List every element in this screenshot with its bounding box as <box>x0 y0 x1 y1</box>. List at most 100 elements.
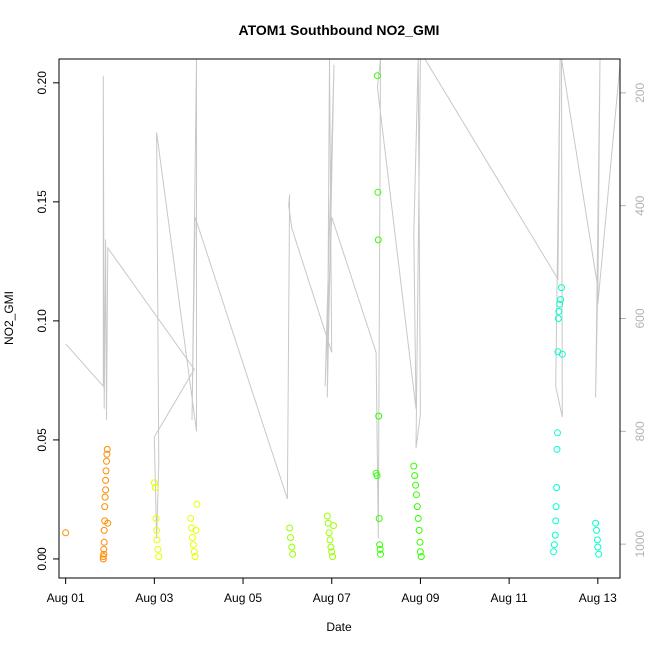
data-point <box>376 545 384 553</box>
data-point <box>187 515 195 522</box>
data-points-layer <box>62 72 603 563</box>
data-point <box>189 541 197 549</box>
data-point <box>554 429 561 437</box>
data-point <box>153 536 161 544</box>
data-point <box>375 412 383 420</box>
data-point <box>552 503 560 511</box>
data-point <box>155 553 163 561</box>
data-point <box>151 484 159 491</box>
x-tick-label: Aug 11 <box>491 591 528 605</box>
data-point <box>416 548 424 556</box>
data-point <box>100 538 108 546</box>
data-point <box>289 550 297 558</box>
data-point <box>103 445 111 453</box>
y-tick-label: 0.15 <box>35 190 49 214</box>
track-line <box>65 58 621 539</box>
data-point <box>552 517 560 525</box>
data-point <box>330 522 337 530</box>
y-tick-label: 0.00 <box>35 547 49 571</box>
data-point <box>556 300 564 308</box>
x-tick-label: Aug 01 <box>47 591 85 605</box>
data-point <box>592 519 600 527</box>
data-point <box>595 550 603 558</box>
data-point <box>329 553 337 561</box>
x-tick-label: Aug 07 <box>313 591 351 605</box>
data-point <box>551 531 559 539</box>
data-point <box>103 457 110 465</box>
x-axis-label: Date <box>326 620 352 634</box>
y2-tick-label: 400 <box>633 195 647 215</box>
data-point <box>100 526 108 534</box>
data-point <box>288 543 296 551</box>
y-tick-label: 0.10 <box>35 309 49 333</box>
data-point <box>550 541 558 549</box>
data-point <box>412 481 420 489</box>
data-point <box>410 462 418 470</box>
data-point <box>374 188 382 196</box>
data-point <box>150 479 158 487</box>
x-tick-label: Aug 05 <box>224 591 262 605</box>
plot-frame <box>58 58 621 579</box>
data-point <box>375 515 383 522</box>
data-point <box>193 500 201 508</box>
data-point <box>328 548 336 556</box>
data-point <box>593 536 601 544</box>
data-point <box>416 538 424 546</box>
x-tick-label: Aug 13 <box>579 591 617 605</box>
data-point <box>414 515 422 522</box>
y-axis-label: NO2_GMI <box>2 291 16 345</box>
data-point <box>558 284 565 292</box>
data-point <box>412 491 420 499</box>
data-point <box>152 515 160 522</box>
data-point <box>558 350 566 358</box>
y-tick-label: 0.05 <box>35 428 49 452</box>
x-tick-label: Aug 09 <box>401 591 439 605</box>
data-point <box>555 307 563 315</box>
data-point <box>100 545 108 553</box>
y2-tick-label: 800 <box>633 421 647 441</box>
y-tick-label: 0.20 <box>35 71 49 95</box>
chart-title: ATOM1 Southbound NO2_GMI <box>239 22 440 38</box>
data-point <box>104 519 112 527</box>
data-point <box>327 543 335 551</box>
data-point <box>190 548 198 556</box>
data-point <box>557 296 565 303</box>
axes-layer: Aug 01 Aug 03 Aug 05 Aug 07 Aug 09 Aug 11 Aug … <box>35 71 647 605</box>
data-point <box>99 555 107 563</box>
data-point <box>376 541 384 549</box>
data-point <box>413 503 421 511</box>
track-line-layer <box>65 58 621 539</box>
data-point <box>191 553 199 561</box>
data-point <box>411 472 419 480</box>
data-point <box>323 512 331 520</box>
data-point <box>102 467 110 475</box>
data-point <box>553 445 561 453</box>
x-tick-label: Aug 03 <box>135 591 173 605</box>
data-point <box>192 526 200 534</box>
data-point <box>154 545 162 553</box>
data-point <box>101 503 109 511</box>
data-point <box>102 476 110 484</box>
y2-tick-label: 200 <box>633 83 647 103</box>
data-point <box>325 529 333 537</box>
data-point <box>62 529 70 537</box>
y2-tick-label: 1000 <box>633 530 647 557</box>
data-point <box>377 550 384 558</box>
data-point <box>189 534 196 541</box>
data-point <box>417 553 425 561</box>
y2-tick-label: 600 <box>633 308 647 328</box>
data-point <box>374 236 382 244</box>
data-point <box>594 543 602 551</box>
data-point <box>593 526 600 534</box>
data-point <box>102 486 110 494</box>
data-point <box>103 450 111 458</box>
data-point <box>287 534 294 541</box>
data-point <box>101 493 109 501</box>
data-point <box>415 526 423 534</box>
data-point <box>286 524 294 532</box>
data-point <box>373 472 381 480</box>
data-point <box>326 536 334 544</box>
data-point <box>554 315 562 322</box>
